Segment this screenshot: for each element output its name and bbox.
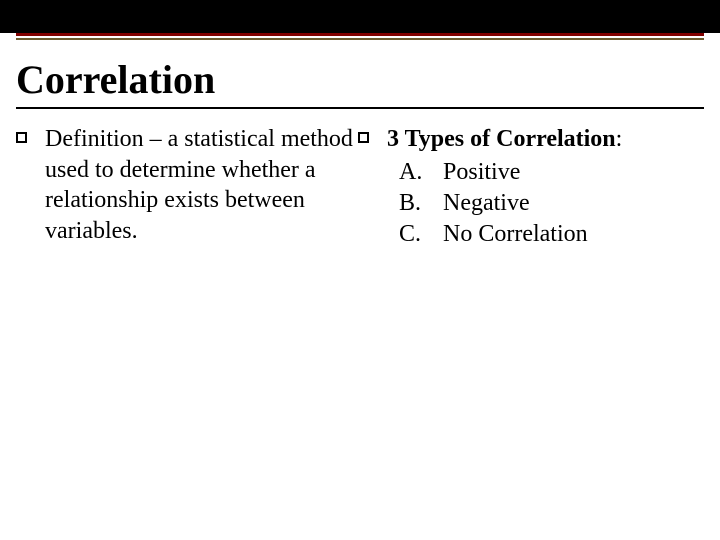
list-label: Negative: [443, 188, 530, 219]
bullet-square-icon: [16, 132, 27, 143]
slide-title: Correlation: [16, 56, 215, 103]
list-label: No Correlation: [443, 219, 588, 250]
accent-line-bottom: [16, 38, 704, 41]
title-underline: [16, 107, 704, 109]
list-item: C. No Correlation: [399, 219, 704, 250]
bullet-square-icon: [358, 132, 369, 143]
types-heading-colon: :: [616, 126, 623, 152]
list-letter: C.: [399, 219, 443, 250]
right-column: 3 Types of Correlation: A. Positive B. N…: [358, 124, 704, 250]
list-label: Positive: [443, 157, 520, 188]
definition-text: Definition – a statistical method used t…: [45, 124, 358, 247]
types-list: A. Positive B. Negative C. No Correlatio…: [387, 157, 704, 251]
top-black-band: [0, 0, 720, 33]
left-column: Definition – a statistical method used t…: [16, 124, 358, 250]
content-area: Definition – a statistical method used t…: [16, 124, 704, 250]
accent-lines: [16, 33, 704, 40]
list-item: B. Negative: [399, 188, 704, 219]
list-letter: A.: [399, 157, 443, 188]
list-item: A. Positive: [399, 157, 704, 188]
types-heading-bold: 3 Types of Correlation: [387, 126, 616, 152]
list-letter: B.: [399, 188, 443, 219]
types-heading: 3 Types of Correlation:: [387, 124, 704, 155]
